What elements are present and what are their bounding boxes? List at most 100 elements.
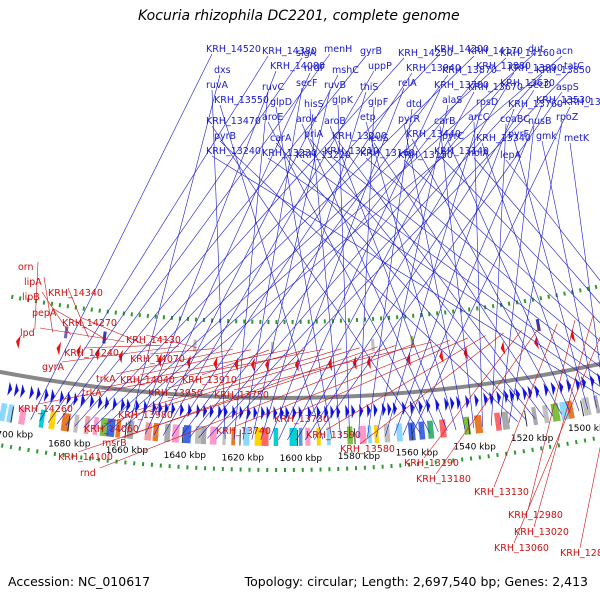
- forward-gene-label: tatC: [564, 61, 584, 72]
- forward-gene-label: lepA: [500, 150, 522, 161]
- kbp-tick-label: 1560 kbp: [396, 448, 439, 458]
- reverse-gene-label: KRH_14260: [18, 404, 73, 415]
- reverse-gene-label: trkA: [96, 374, 116, 385]
- gc-tick: [540, 296, 541, 300]
- forward-label-connector: [302, 124, 438, 432]
- gc-tick: [493, 304, 494, 308]
- gc-tick: [46, 451, 47, 455]
- gc-tick: [525, 299, 526, 303]
- gene-band: [451, 418, 458, 436]
- reverse-gene-label: KRH_14070: [130, 354, 185, 365]
- gene-band: [73, 414, 80, 432]
- gc-tick: [497, 453, 498, 457]
- forward-gene-label: dtd: [406, 99, 422, 110]
- forward-gene-label: pyrF: [508, 129, 529, 140]
- forward-gene-arrow: [261, 406, 265, 420]
- forward-gene-label: glpD: [270, 97, 292, 108]
- forward-gene-label: coaBC: [500, 114, 530, 125]
- gene-band: [384, 424, 391, 442]
- gc-tick: [532, 448, 533, 452]
- gc-tick: [28, 448, 29, 452]
- reverse-gene-label: KRH_13910: [182, 375, 237, 386]
- reverse-gene-block: [536, 319, 541, 331]
- forward-gene-label: sigA: [296, 48, 317, 59]
- forward-gene-label: rpoZ: [556, 112, 579, 123]
- forward-gene-label: glpF: [368, 97, 388, 108]
- gene-band: [439, 419, 447, 438]
- reverse-gene-label: KRH_14100: [58, 452, 113, 463]
- kbp-tick-label: 1700 kbp: [0, 431, 33, 441]
- gc-tick: [11, 445, 12, 449]
- forward-gene-arrow: [444, 397, 448, 411]
- reverse-gene-block: [371, 339, 375, 351]
- forward-gene-label: uppP: [368, 61, 392, 72]
- genome-title: Kocuria rhizophila DC2201, complete geno…: [138, 8, 460, 24]
- gene-band: [418, 421, 425, 439]
- reverse-gene-arrow: [119, 350, 123, 364]
- gene-band: [172, 424, 180, 442]
- forward-gene-arrow: [14, 383, 19, 397]
- reverse-gene-label: KRH_13020: [514, 527, 569, 538]
- forward-gene-arrow: [551, 382, 556, 396]
- forward-gene-label: dxs: [214, 65, 231, 76]
- reverse-gene-label: KRH_14270: [62, 318, 117, 329]
- forward-gene-arrow: [232, 405, 236, 419]
- forward-label-connector: [338, 141, 544, 417]
- reverse-gene-label: gyrA: [42, 362, 65, 373]
- forward-gene-arrow: [387, 402, 391, 416]
- gene-band: [290, 428, 297, 446]
- reverse-gene-label: orn: [18, 262, 34, 273]
- forward-label-connector: [314, 92, 562, 440]
- forward-gene-label: carB: [434, 116, 455, 127]
- kbp-tick-label: 1680 kbp: [48, 439, 91, 449]
- forward-gene-label: aspS: [556, 82, 579, 93]
- forward-gene-label: mshC: [332, 65, 359, 76]
- gc-tick: [585, 439, 586, 443]
- forward-gene-arrow: [527, 386, 532, 400]
- forward-gene-label: alaS: [442, 95, 462, 106]
- forward-gene-label: pyrC: [442, 131, 465, 142]
- reverse-gene-label: KRH_14130: [126, 335, 181, 346]
- forward-gene-label: thiS: [360, 82, 378, 93]
- forward-gene-label: arcC: [468, 112, 490, 123]
- forward-gene-label: KRH_13240: [206, 146, 261, 157]
- reverse-gene-label: lpd: [20, 328, 35, 339]
- forward-gene-label: metK: [564, 133, 590, 144]
- reverse-gene-label: KRH_13180: [416, 474, 471, 485]
- gc-tick: [68, 304, 69, 308]
- gc-tick: [567, 442, 568, 446]
- reverse-gene-label: KRH_13190: [404, 458, 459, 469]
- forward-gene-label: gyrB: [360, 46, 382, 57]
- forward-gene-label: holA: [468, 148, 489, 159]
- forward-gene-arrow: [112, 397, 116, 411]
- reverse-label-connector: [234, 342, 432, 390]
- reverse-gene-label: pepA: [32, 308, 57, 319]
- kbp-tick-label: 1500 kbp: [568, 424, 600, 434]
- forward-gene-arrow: [44, 388, 49, 402]
- forward-gene-arrow: [180, 403, 184, 417]
- gc-tick: [37, 449, 38, 453]
- forward-gene-label: KRH_13480: [564, 97, 600, 108]
- forward-gene-arrow: [566, 379, 571, 393]
- gc-tick: [20, 296, 21, 300]
- gene-band: [593, 395, 600, 413]
- gc-tick: [558, 443, 559, 447]
- reverse-gene-label: lipB: [22, 292, 40, 303]
- reverse-gene-block: [193, 339, 197, 351]
- kbp-tick-label: 1600 kbp: [280, 454, 323, 464]
- gene-band: [510, 410, 517, 429]
- forward-gene-label: glpK: [332, 95, 354, 106]
- reverse-gene-label: KRH_13750: [214, 390, 269, 401]
- forward-label-connector: [330, 156, 600, 398]
- topology-text: Topology: circular; Length: 2,697,540 bp…: [245, 574, 588, 589]
- forward-label-connector: [448, 141, 570, 413]
- reverse-gene-label: lipA: [24, 277, 42, 288]
- gene-band: [396, 423, 403, 441]
- forward-gene-arrow: [351, 404, 355, 418]
- gc-tick: [548, 295, 549, 299]
- accession-text: Accession: NC_010617: [8, 574, 150, 589]
- gc-tick: [509, 302, 510, 306]
- forward-gene-label: secD: [528, 80, 551, 91]
- gene-band: [144, 422, 152, 440]
